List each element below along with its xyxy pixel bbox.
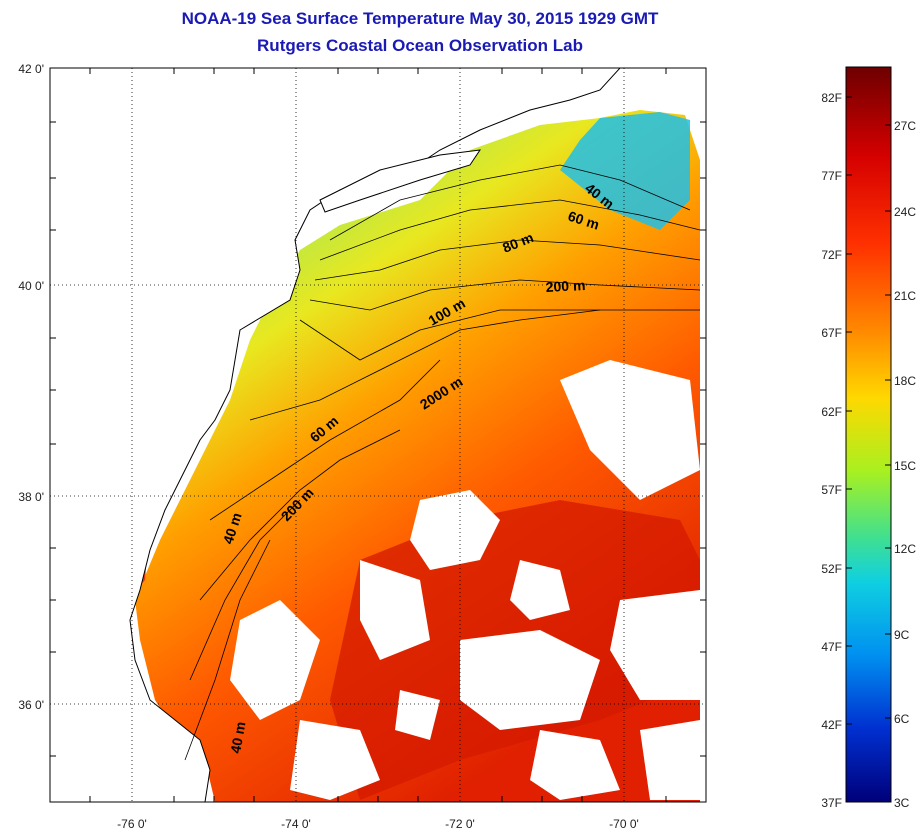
colorbar-ticks <box>846 96 891 725</box>
long-island <box>319 149 482 213</box>
colorbar-f-label: 57F <box>821 483 842 497</box>
colorbar-c-label: 18C <box>894 374 916 388</box>
colorbar-c-label: 3C <box>894 796 910 810</box>
colorbar-c-label: 15C <box>894 459 916 473</box>
lon-label-74: -74 0' <box>281 817 311 831</box>
cold-water-patch <box>560 112 690 230</box>
colorbar-f-label: 52F <box>821 562 842 576</box>
colorbar-c-label: 9C <box>894 628 910 642</box>
contour-label: 200 m <box>545 277 585 295</box>
colorbar-f-label: 62F <box>821 405 842 419</box>
colorbar-c-label: 24C <box>894 205 916 219</box>
contour-label: 40 m <box>227 720 248 754</box>
lon-label-72: -72 0' <box>445 817 475 831</box>
lat-label-36: 36 0' <box>18 698 44 712</box>
lon-label-76: -76 0' <box>117 817 147 831</box>
lon-label-70: -70 0' <box>609 817 639 831</box>
mainland <box>50 68 621 802</box>
colorbar-c-label: 6C <box>894 712 910 726</box>
colorbar-f-label: 82F <box>821 91 842 105</box>
lat-label-40: 40 0' <box>18 279 44 293</box>
colorbar-f-label: 67F <box>821 326 842 340</box>
lat-label-38: 38 0' <box>18 490 44 504</box>
cloud-mask <box>230 360 700 800</box>
lat-label-42: 42 0' <box>18 62 44 76</box>
colorbar <box>845 66 892 803</box>
colorbar-c-label: 21C <box>894 289 916 303</box>
colorbar-f-label: 42F <box>821 718 842 732</box>
colorbar-f-label: 37F <box>821 796 842 810</box>
colorbar-c-label: 27C <box>894 119 916 133</box>
colorbar-c-label: 12C <box>894 542 916 556</box>
colorbar-f-label: 77F <box>821 169 842 183</box>
chart-subtitle: Rutgers Coastal Ocean Observation Lab <box>257 36 583 55</box>
colorbar-f-label: 47F <box>821 640 842 654</box>
graticule <box>50 68 706 802</box>
colorbar-f-label: 72F <box>821 248 842 262</box>
chart-title: NOAA-19 Sea Surface Temperature May 30, … <box>181 9 659 28</box>
bathymetry-contours <box>184 164 701 761</box>
axis-ticks <box>50 68 706 802</box>
